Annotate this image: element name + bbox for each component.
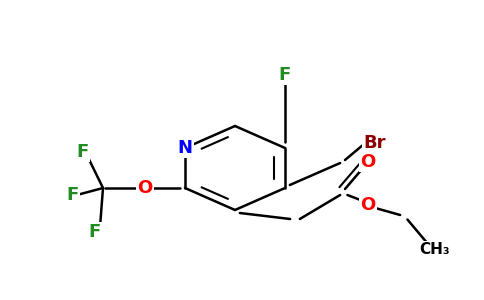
Text: F: F	[76, 143, 88, 161]
Text: O: O	[361, 196, 376, 214]
Text: F: F	[89, 223, 101, 241]
Text: O: O	[361, 153, 376, 171]
Text: Br: Br	[364, 134, 386, 152]
Text: N: N	[178, 139, 193, 157]
Text: O: O	[137, 179, 152, 197]
Text: CH₃: CH₃	[420, 242, 450, 257]
Text: F: F	[279, 66, 291, 84]
Text: F: F	[66, 186, 78, 204]
